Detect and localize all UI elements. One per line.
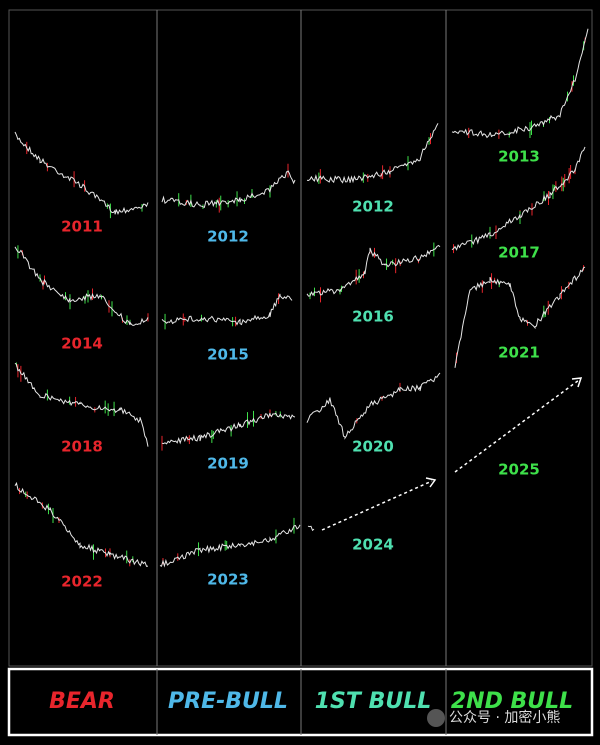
category-label: 1ST BULL: [315, 689, 432, 714]
price-line: [306, 244, 441, 297]
arrow-head: [571, 377, 583, 388]
arrow-head: [425, 477, 437, 488]
price-line: [306, 372, 441, 440]
wechat-icon: [427, 709, 445, 727]
price-line: [451, 146, 586, 251]
year-label: 2016: [352, 308, 394, 326]
price-line: [454, 266, 586, 368]
price-line: [307, 525, 315, 532]
year-label: 2012: [207, 228, 249, 246]
year-label: 2011: [61, 218, 103, 236]
price-line: [161, 170, 296, 208]
price-line: [159, 524, 301, 568]
year-label: 2012: [352, 198, 394, 216]
category-label: PRE-BULL: [168, 689, 288, 714]
year-label: 2018: [61, 438, 103, 456]
year-label: 2024: [352, 536, 394, 554]
year-label: 2013: [498, 148, 540, 166]
price-line: [14, 481, 149, 567]
price-line: [306, 123, 439, 184]
category-label: 2ND BULL: [451, 689, 573, 714]
year-label: 2017: [498, 244, 540, 262]
price-line: [161, 293, 293, 326]
category-label: BEAR: [49, 689, 115, 714]
year-label: 2020: [352, 438, 394, 456]
price-line: [14, 131, 149, 215]
year-label: 2021: [498, 344, 540, 362]
price-line: [14, 362, 149, 447]
price-curves: [14, 28, 589, 568]
arrow: [321, 480, 433, 531]
price-line: [451, 28, 589, 139]
year-label: 2015: [207, 346, 249, 364]
year-label: 2022: [61, 573, 103, 591]
year-label: 2023: [207, 571, 249, 589]
arrow: [454, 379, 580, 473]
watermark: 公众号 · 加密小熊: [449, 709, 560, 726]
year-label: 2025: [498, 461, 540, 479]
year-label: 2014: [61, 335, 103, 353]
year-label: 2019: [207, 455, 249, 473]
price-line: [161, 412, 296, 445]
price-line: [14, 246, 149, 327]
